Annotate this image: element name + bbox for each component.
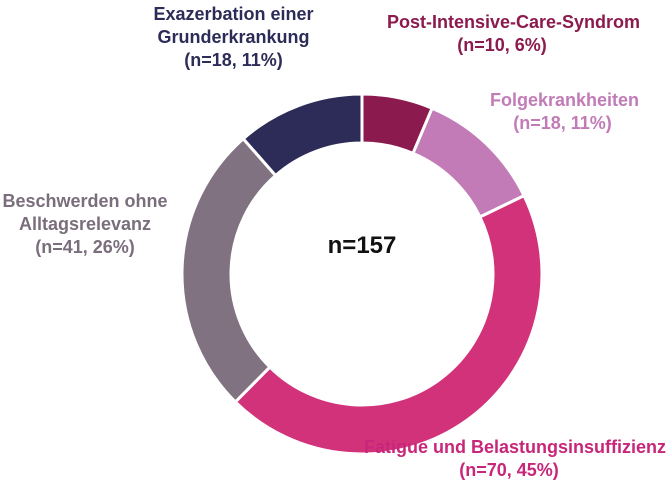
label-exazerbation-count: (n=18, 11%): [184, 50, 283, 70]
label-folge-count: (n=18, 11%): [513, 113, 612, 133]
label-folge-name: Folgekrankheiten: [490, 90, 640, 110]
label-beschwerden-count: (n=41, 26%): [35, 237, 135, 257]
label-exazerbation-name-line2: Grunderkrankung: [157, 27, 310, 47]
label-folgekrankheiten: Folgekrankheiten (n=18, 11%): [490, 89, 640, 135]
label-post-count: (n=10, 6%): [457, 35, 547, 55]
label-fatigue-count: (n=70, 45%): [459, 460, 559, 480]
label-beschwerden-name-line1: Beschwerden ohne: [2, 191, 168, 211]
label-post-name: Post-Intensive-Care-Syndrom: [387, 12, 641, 32]
label-exazerbation: Exazerbation einer Grunderkrankung (n=18…: [146, 3, 321, 72]
label-beschwerden: Beschwerden ohne Alltagsrelevanz (n=41, …: [0, 190, 170, 259]
label-fatigue: Fatigue und Belastungsinsuffizienz (n=70…: [364, 436, 667, 482]
label-post-intensive-care-syndrom: Post-Intensive-Care-Syndrom (n=10, 6%): [387, 11, 641, 57]
slice-fatigue: [233, 193, 544, 456]
slice-beschwerden: [180, 136, 278, 405]
label-exazerbation-name-line1: Exazerbation einer: [153, 4, 314, 24]
label-fatigue-name: Fatigue und Belastungsinsuffizienz: [364, 437, 667, 457]
center-total-label: n=157: [327, 232, 397, 259]
slice-exazerbation: [241, 92, 364, 178]
label-beschwerden-name-line2: Alltagsrelevanz: [18, 214, 152, 234]
